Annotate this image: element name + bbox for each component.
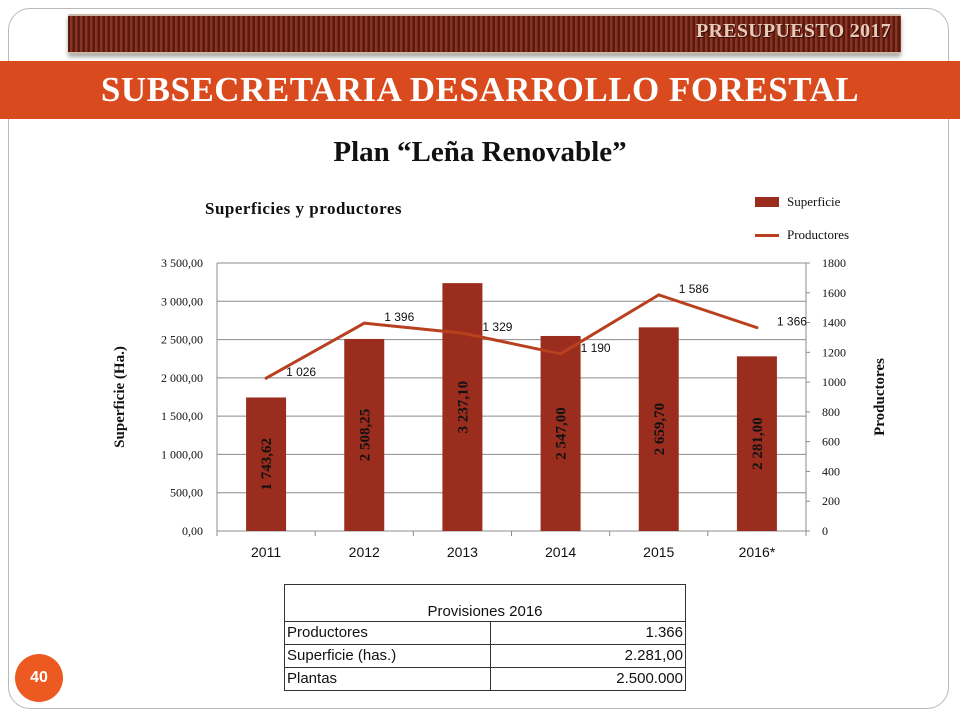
y2-tick-label: 1600 — [822, 286, 846, 300]
line-point — [362, 321, 366, 325]
legend-label-productores: Productores — [787, 227, 850, 242]
plan-title: Plan “Leña Renovable” — [333, 136, 627, 168]
y2-tick-label: 200 — [822, 494, 840, 508]
bar — [344, 338, 385, 531]
legend-item-superficie: Superficie — [755, 194, 840, 210]
y-axis-title: Superficie (Ha.) — [112, 346, 128, 448]
table-cell-value: 1.366 — [490, 621, 686, 645]
y-tick-label: 3 000,00 — [161, 294, 203, 308]
line-point — [657, 293, 661, 297]
bar-data-label: 2 659,70 — [652, 403, 668, 456]
title-bar: SUBSECRETARIA DESARROLLO FORESTAL — [0, 61, 960, 119]
y-tick-label: 3 500,00 — [161, 256, 203, 270]
bar-data-label: 2 508,25 — [357, 409, 373, 462]
x-tick-label: 2012 — [349, 544, 380, 560]
x-tick-label: 2013 — [447, 544, 478, 560]
provisions-caption: Provisiones 2016 — [284, 584, 686, 622]
line-data-label: 1 366 — [777, 315, 807, 329]
productores-line — [265, 293, 758, 380]
legend-swatch-line — [755, 233, 779, 237]
x-tick-label: 2016* — [739, 544, 776, 560]
table-row: Plantas 2.500.000 — [284, 667, 686, 691]
bar — [442, 283, 483, 531]
budget-label: PRESUPUESTO 2017 — [695, 20, 891, 42]
legend-swatch-bar — [755, 197, 779, 207]
y-tick-label: 1 000,00 — [161, 447, 203, 461]
y2-tick-label: 0 — [822, 524, 828, 538]
y-tick-label: 500,00 — [170, 486, 203, 500]
x-tick-label: 2015 — [643, 544, 674, 560]
bar — [638, 327, 679, 531]
line-point — [755, 326, 759, 330]
legend-label-superficie: Superficie — [787, 194, 841, 209]
y-tick-label: 2 000,00 — [161, 371, 203, 385]
bar — [246, 397, 287, 531]
table-cell-label: Productores — [284, 621, 491, 645]
x-tick-label: 2011 — [251, 544, 281, 560]
bar-data-label: 2 547,00 — [554, 407, 570, 460]
table-cell-value: 2.500.000 — [490, 667, 686, 691]
line-data-label: 1 190 — [581, 341, 611, 355]
table-row: Superficie (has.) 2.281,00 — [284, 644, 686, 668]
y2-tick-label: 1200 — [822, 345, 846, 359]
y-tick-label: 1 500,00 — [161, 409, 203, 423]
y2-tick-label: 400 — [822, 464, 840, 478]
bar — [540, 335, 581, 531]
y2-tick-label: 600 — [822, 435, 840, 449]
line-data-label: 1 396 — [384, 310, 414, 324]
bar-data-label: 3 237,10 — [455, 381, 471, 434]
y2-tick-label: 1800 — [822, 256, 846, 270]
y2-tick-label: 1400 — [822, 316, 846, 330]
table-cell-label: Plantas — [284, 667, 491, 691]
y2-tick-label: 800 — [822, 405, 840, 419]
line-data-label: 1 586 — [679, 282, 709, 296]
y-tick-label: 0,00 — [182, 524, 203, 538]
y2-tick-label: 1000 — [822, 375, 846, 389]
line-point — [460, 331, 464, 335]
page-title: SUBSECRETARIA DESARROLLO FORESTAL — [100, 70, 860, 109]
table-row: Productores 1.366 — [284, 621, 686, 645]
bar — [736, 356, 777, 531]
line-point — [264, 376, 268, 380]
provisions-table: Provisiones 2016 Productores 1.366 Super… — [284, 584, 686, 691]
page-number-badge: 40 — [15, 654, 63, 702]
table-cell-label: Superficie (has.) — [284, 644, 491, 668]
table-cell-value: 2.281,00 — [490, 644, 686, 668]
line-point — [559, 352, 563, 356]
bar-data-label: 2 281,00 — [750, 417, 766, 470]
x-tick-label: 2014 — [545, 544, 576, 560]
legend-item-productores: Productores — [755, 227, 849, 243]
budget-banner: PRESUPUESTO 2017 — [68, 14, 901, 54]
y-tick-label: 2 500,00 — [161, 333, 203, 347]
line-data-label: 1 329 — [482, 320, 512, 334]
y2-axis-title: Productores — [872, 358, 888, 436]
bar-data-label: 1 743,62 — [259, 438, 275, 491]
line-data-label: 1 026 — [286, 365, 316, 379]
chart-title: Superficies y productores — [205, 199, 402, 218]
